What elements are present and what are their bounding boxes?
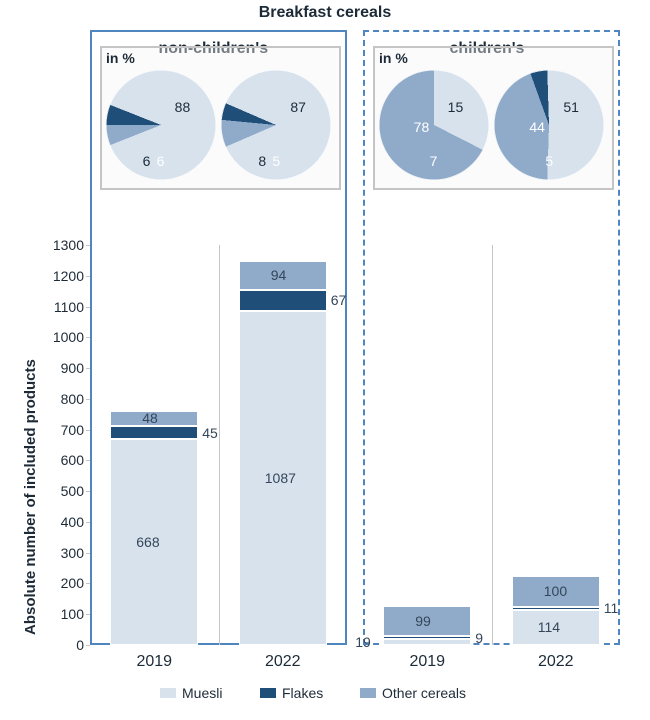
xcat-right-2019: 2019: [363, 653, 492, 671]
pie-val-other-left-2019: 6: [143, 153, 151, 169]
pie-val-other-left-2022: 8: [258, 153, 266, 169]
ytick-700: 700: [40, 422, 84, 438]
bar-left-2019-flakes: [110, 426, 198, 440]
ytick-mark-700: [86, 430, 90, 431]
gridline-left: [219, 245, 220, 645]
bar-right-2019-flakes: [383, 636, 471, 639]
ytick-mark-0: [86, 645, 90, 646]
bar-val-muesli-left-2022: 1087: [265, 470, 296, 486]
bar-val-other-right-2022: 100: [544, 583, 567, 599]
pie-val-muesli-right-2019: 15: [448, 99, 464, 115]
pie-val-muesli-left-2019: 88: [175, 99, 191, 115]
chart-title: Breakfast cereals: [0, 4, 650, 22]
ytick-mark-1200: [86, 276, 90, 277]
ytick-mark-400: [86, 522, 90, 523]
ytick-mark-200: [86, 583, 90, 584]
legend-label-muesli: Muesli: [182, 685, 222, 701]
bar-right-2022-flakes: [512, 607, 600, 610]
pie-val-muesli-left-2022: 87: [290, 99, 306, 115]
ytick-mark-1000: [86, 337, 90, 338]
breakfast-cereals-chart: Breakfast cerealsnon-children'schildren'…: [0, 0, 650, 720]
pie-val-flakes-left-2022: 5: [272, 153, 280, 169]
bar-val-flakes-right-2022: 11: [604, 600, 619, 616]
ytick-1000: 1000: [40, 329, 84, 345]
bar-val-muesli-right-2022: 114: [538, 619, 560, 635]
y-axis-label: Absolute number of included products: [22, 235, 39, 635]
ytick-mark-1100: [86, 307, 90, 308]
ytick-400: 400: [40, 514, 84, 530]
ytick-0: 0: [40, 637, 84, 653]
ytick-100: 100: [40, 606, 84, 622]
bar-val-flakes-left-2022: 67: [331, 292, 347, 308]
pie-val-flakes-left-2019: 6: [157, 153, 165, 169]
legend-swatch-other: [360, 688, 376, 698]
ytick-1200: 1200: [40, 268, 84, 284]
legend-muesli: Muesli: [160, 685, 222, 701]
ytick-mark-500: [86, 491, 90, 492]
bar-val-muesli-right-2019: 19: [355, 634, 371, 650]
bar-val-muesli-left-2019: 668: [136, 534, 159, 550]
pie-pct-label-right: in %: [379, 50, 408, 66]
ytick-mark-900: [86, 368, 90, 369]
ytick-600: 600: [40, 452, 84, 468]
gridline-right: [492, 245, 493, 645]
pie-pct-label-left: in %: [106, 50, 135, 66]
bar-val-other-left-2022: 94: [271, 267, 287, 283]
bar-val-flakes-left-2019: 45: [202, 425, 218, 441]
ytick-900: 900: [40, 360, 84, 376]
bar-val-flakes-right-2019: 9: [475, 630, 483, 646]
ytick-300: 300: [40, 545, 84, 561]
pie-val-other-right-2019: 78: [414, 119, 430, 135]
pie-val-flakes-right-2022: 5: [545, 153, 553, 169]
xcat-left-2019: 2019: [90, 653, 219, 671]
xcat-left-2022: 2022: [219, 653, 348, 671]
pie-val-muesli-right-2022: 51: [563, 99, 579, 115]
bar-left-2022-flakes: [239, 290, 327, 311]
ytick-mark-300: [86, 553, 90, 554]
ytick-mark-600: [86, 460, 90, 461]
legend-flakes: Flakes: [260, 685, 323, 701]
legend-swatch-flakes: [260, 688, 276, 698]
pie-val-other-right-2022: 44: [529, 119, 545, 135]
legend-swatch-muesli: [160, 688, 176, 698]
ytick-500: 500: [40, 483, 84, 499]
ytick-1100: 1100: [40, 299, 84, 315]
bar-val-other-right-2019: 99: [415, 613, 431, 629]
legend-other: Other cereals: [360, 685, 466, 701]
ytick-200: 200: [40, 575, 84, 591]
ytick-mark-1300: [86, 245, 90, 246]
ytick-mark-100: [86, 614, 90, 615]
ytick-1300: 1300: [40, 237, 84, 253]
legend-label-other: Other cereals: [382, 685, 466, 701]
bar-right-2019-muesli: [383, 639, 471, 645]
bar-val-other-left-2019: 48: [142, 410, 158, 426]
ytick-mark-800: [86, 399, 90, 400]
pie-val-flakes-right-2019: 7: [430, 153, 438, 169]
ytick-800: 800: [40, 391, 84, 407]
xcat-right-2022: 2022: [492, 653, 621, 671]
legend-label-flakes: Flakes: [282, 685, 323, 701]
